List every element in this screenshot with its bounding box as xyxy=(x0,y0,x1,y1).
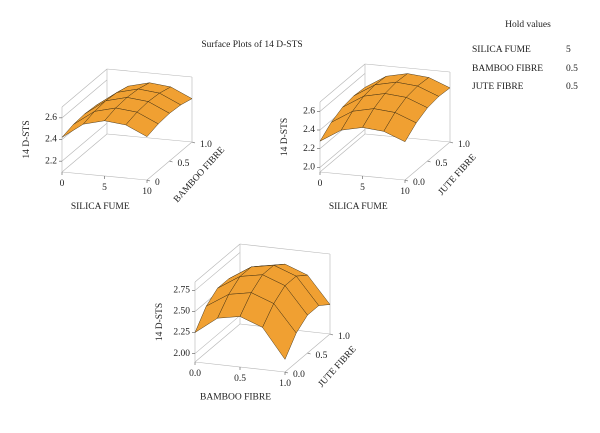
y-tick-label: 0 xyxy=(155,178,160,188)
axis-box xyxy=(61,133,108,173)
axis-box xyxy=(61,68,108,108)
axis-box xyxy=(194,323,241,363)
y-tick-label: 1.0 xyxy=(200,140,212,150)
grid-line xyxy=(61,79,108,119)
surface-patch xyxy=(125,111,159,137)
x-axis-label: SILICA FUME xyxy=(71,202,130,212)
grid-line xyxy=(319,73,366,112)
z-tick-label: 2.4 xyxy=(303,125,315,135)
hold-value: 0.5 xyxy=(566,64,578,74)
x-axis-label: BAMBOO FIBRE xyxy=(200,393,271,403)
y-tick xyxy=(284,371,289,374)
y-tick-label: 0.5 xyxy=(436,159,448,169)
x-tick-label: 5 xyxy=(102,183,107,193)
z-tick-label: 2.50 xyxy=(173,307,190,317)
x-axis-label: SILICA FUME xyxy=(329,202,388,212)
x-tick-label: 10 xyxy=(142,187,152,197)
y-tick-label: 0.0 xyxy=(413,178,425,188)
y-tick xyxy=(427,160,431,163)
y-tick xyxy=(329,333,334,336)
y-axis-label: BAMBOO FIBRE xyxy=(172,145,227,205)
grid-line xyxy=(194,315,241,354)
axis-box xyxy=(106,133,193,143)
grid-line xyxy=(61,122,108,162)
grid-line xyxy=(194,252,241,291)
hold-values-title: Hold values xyxy=(505,20,551,30)
surface-patch xyxy=(262,303,297,360)
hold-name: BAMBOO FIBRE xyxy=(472,64,543,74)
z-tick-label: 2.0 xyxy=(303,163,315,173)
axis-box xyxy=(319,133,366,173)
y-tick xyxy=(404,179,409,182)
z-tick-label: 2.75 xyxy=(173,286,190,296)
figure-title: Surface Plots of 14 D-STS xyxy=(201,39,302,50)
z-axis-label: 14 D-STS xyxy=(22,120,32,158)
hold-name: SILICA FUME xyxy=(472,45,531,55)
axis-box xyxy=(239,243,331,255)
z-tick-label: 2.2 xyxy=(45,156,57,166)
axis-box xyxy=(319,63,366,103)
z-tick-label: 2.00 xyxy=(173,349,190,359)
x-tick-label: 5 xyxy=(360,183,365,193)
y-tick-label: 1.0 xyxy=(458,140,470,150)
x-tick-label: 0.5 xyxy=(234,374,246,384)
x-tick-label: 0 xyxy=(60,179,65,189)
surface-patch xyxy=(383,112,417,143)
y-tick xyxy=(191,141,196,144)
y-tick-label: 0.5 xyxy=(316,351,328,361)
axis-box xyxy=(364,133,451,143)
y-tick xyxy=(146,179,151,182)
y-tick xyxy=(169,160,173,163)
z-tick-label: 2.4 xyxy=(45,135,57,145)
y-tick xyxy=(449,141,454,144)
z-tick-label: 2.6 xyxy=(45,113,57,123)
hold-value: 0.5 xyxy=(566,82,578,92)
y-tick-label: 1.0 xyxy=(338,332,350,342)
x-tick-label: 0.0 xyxy=(189,369,201,379)
z-axis-label: 14 D-STS xyxy=(155,303,165,341)
z-tick-label: 2.2 xyxy=(303,144,315,154)
z-tick-label: 2.6 xyxy=(303,107,315,117)
surface-patch xyxy=(61,111,95,138)
y-tick-label: 0.0 xyxy=(293,370,305,380)
y-tick-label: 0.5 xyxy=(178,159,190,169)
z-tick-label: 2.25 xyxy=(173,328,190,338)
hold-value: 5 xyxy=(566,45,571,55)
z-axis-label: 14 D-STS xyxy=(280,118,290,156)
x-tick-label: 1.0 xyxy=(279,379,291,389)
axis-box xyxy=(106,68,193,78)
y-tick xyxy=(307,352,311,355)
hold-name: JUTE FIBRE xyxy=(472,82,524,92)
axis-box xyxy=(364,63,451,73)
x-tick-label: 0 xyxy=(318,179,323,189)
x-tick-label: 10 xyxy=(400,187,410,197)
axis-box xyxy=(194,243,241,283)
grid-line xyxy=(319,129,366,168)
